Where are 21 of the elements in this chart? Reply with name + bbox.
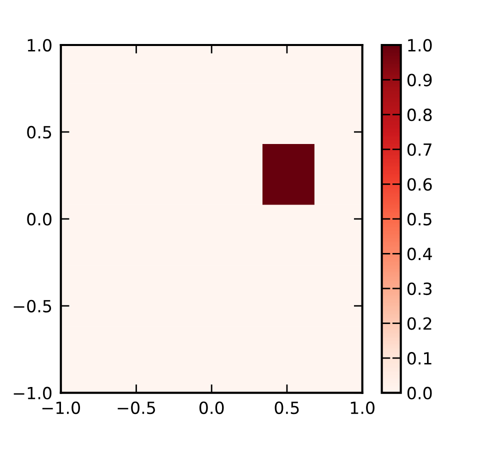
y-tick-label: −1.0: [14, 386, 52, 400]
color-bar-label: 0.4: [407, 248, 432, 260]
color-bar-label: 0.8: [407, 108, 432, 122]
y-tick-label: −0.5: [14, 300, 52, 312]
x-tick-label: −1.0: [42, 401, 80, 414]
y-tick-label: 0.5: [27, 126, 52, 139]
y-tick-label: 1.0: [28, 38, 52, 52]
x-tick-label: 0.0: [199, 401, 224, 414]
color-bar-label: 0.7: [407, 143, 432, 156]
color-bar-label: 0.2: [407, 317, 432, 330]
color-bar-label: 0.6: [407, 178, 432, 191]
color-bar-label: 0.1: [407, 352, 432, 365]
x-tick-label: −0.5: [118, 401, 156, 414]
color-bar-label: 0.0: [407, 386, 432, 400]
x-tick-label: 0.5: [274, 401, 299, 414]
color-bar-label: 0.9: [407, 74, 432, 86]
x-tick-label: 1.0: [350, 401, 374, 414]
y-tick-label: 0.0: [27, 212, 52, 226]
color-bar-label: 0.5: [407, 212, 432, 226]
color-bar-label: 0.3: [407, 282, 432, 296]
color-bar-label: 1.0: [408, 38, 432, 52]
